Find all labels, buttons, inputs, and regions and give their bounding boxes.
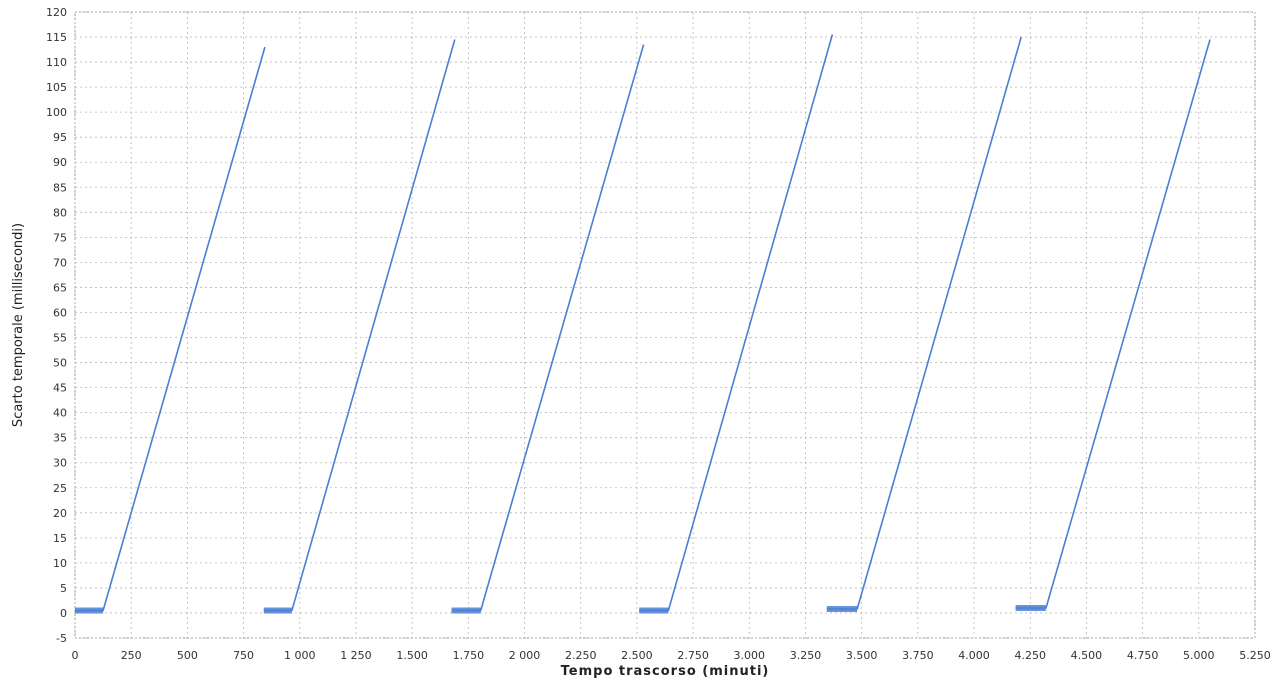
y-tick-label: 0 xyxy=(60,607,67,620)
y-tick-label: 20 xyxy=(53,507,67,520)
x-tick-label: 5.250 xyxy=(1239,649,1271,662)
y-tick-label: 75 xyxy=(53,231,67,244)
x-tick-label: 1.750 xyxy=(453,649,485,662)
y-tick-label: 5 xyxy=(60,582,67,595)
flat-band-1 xyxy=(75,607,104,614)
y-tick-label: 85 xyxy=(53,181,67,194)
y-tick-label: 95 xyxy=(53,131,67,144)
flat-band-3 xyxy=(451,607,481,614)
x-tick-label: 2.750 xyxy=(677,649,709,662)
y-axis-ticks: -5 0 5 10 15 20 25 30 35 40 45 50 55 60 65 70 75 80 85 90 95… xyxy=(46,6,67,645)
x-tick-label: 2 000 xyxy=(509,649,541,662)
x-tick-label: 1 000 xyxy=(284,649,316,662)
y-tick-label: 25 xyxy=(53,482,67,495)
x-tick-label: 4.250 xyxy=(1014,649,1046,662)
y-tick-label: 45 xyxy=(53,382,67,395)
y-tick-label: 55 xyxy=(53,332,67,345)
grid xyxy=(74,11,1256,639)
x-tick-label: 3.750 xyxy=(902,649,934,662)
flat-band-2 xyxy=(263,607,292,614)
y-tick-label: 30 xyxy=(53,457,67,470)
y-tick-label: 100 xyxy=(46,106,67,119)
y-tick-label: 115 xyxy=(46,31,67,44)
flat-band-4 xyxy=(639,607,669,614)
y-tick-label: 70 xyxy=(53,256,67,269)
x-tick-label: 2.250 xyxy=(565,649,597,662)
flat-band-6 xyxy=(1015,605,1046,611)
x-tick-label: 1 250 xyxy=(340,649,372,662)
x-tick-label: 3.000 xyxy=(734,649,766,662)
x-axis-ticks: 0 250 500 750 1 000 1 250 1.500 1.750 2 000 2.250… xyxy=(72,649,1271,662)
flat-band-5 xyxy=(826,606,858,612)
y-tick-label: 40 xyxy=(53,407,67,420)
x-tick-label: 4.000 xyxy=(958,649,990,662)
x-axis-title: Tempo trascorso (minuti) xyxy=(561,664,770,679)
y-tick-label: 65 xyxy=(53,281,67,294)
x-tick-label: 4.750 xyxy=(1127,649,1159,662)
x-tick-label: 3.500 xyxy=(846,649,878,662)
x-tick-label: 4.500 xyxy=(1071,649,1103,662)
x-tick-label: 3.250 xyxy=(790,649,822,662)
y-tick-label: 80 xyxy=(53,206,67,219)
x-tick-label: 0 xyxy=(72,649,79,662)
y-tick-label: 105 xyxy=(46,81,67,94)
y-tick-label: 120 xyxy=(46,6,67,19)
x-tick-label: 500 xyxy=(177,649,198,662)
y-tick-label: 90 xyxy=(53,156,67,169)
y-axis-title: Scarto temporale (millisecondi) xyxy=(11,223,26,427)
y-tick-label: 10 xyxy=(53,557,67,570)
y-tick-label: -5 xyxy=(56,632,67,645)
x-tick-label: 5.000 xyxy=(1183,649,1215,662)
x-tick-label: 2.500 xyxy=(621,649,653,662)
series-layer xyxy=(75,34,1211,614)
x-tick-label: 250 xyxy=(121,649,142,662)
y-tick-label: 110 xyxy=(46,56,67,69)
x-tick-label: 750 xyxy=(233,649,254,662)
y-tick-label: 15 xyxy=(53,532,67,545)
y-tick-label: 60 xyxy=(53,306,67,319)
y-tick-label: 50 xyxy=(53,357,67,370)
plot-area xyxy=(74,11,1256,639)
y-tick-label: 35 xyxy=(53,432,67,445)
x-tick-label: 1.500 xyxy=(396,649,428,662)
